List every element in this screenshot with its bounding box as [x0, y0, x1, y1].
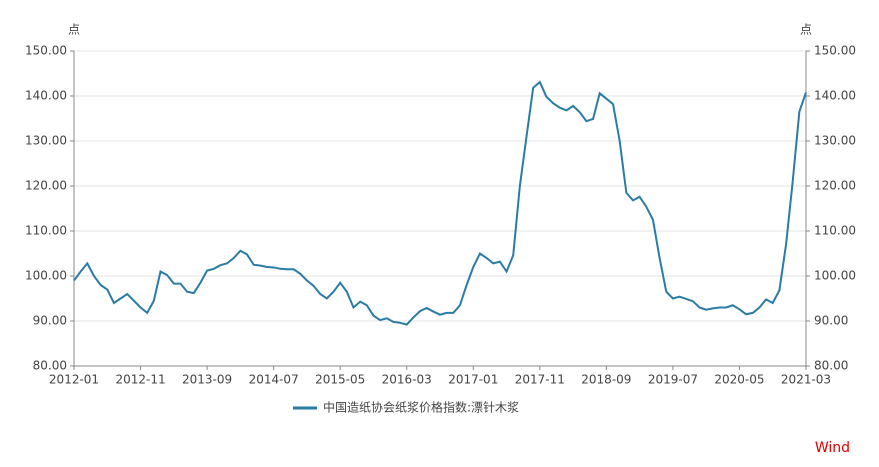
source: Wind: [815, 440, 850, 456]
y2-tick-label: 80.00: [814, 359, 848, 373]
x-tick-label: 2021-03: [781, 373, 831, 387]
y-tick-label: 100.00: [25, 269, 67, 283]
x-tick-label: 2019-07: [648, 373, 698, 387]
y-tick-label: 120.00: [25, 179, 67, 193]
y-tick-label: 140.00: [25, 89, 67, 103]
legend-label: 中国造纸协会纸浆价格指数:漂针木浆: [323, 400, 519, 415]
y-tick-label: 80.00: [33, 359, 67, 373]
y2-tick-label: 140.00: [814, 89, 856, 103]
y2-tick-label: 100.00: [814, 269, 856, 283]
x-tick-label: 2015-05: [315, 373, 365, 387]
x-tick-label: 2014-07: [249, 373, 299, 387]
y2-tick-label: 110.00: [814, 224, 856, 238]
y-unit: 点: [68, 23, 80, 37]
y2-tick-label: 130.00: [814, 134, 856, 148]
x-tick-label: 2018-09: [581, 373, 631, 387]
line-series: [73, 80, 807, 326]
x-tick-label: 2017-01: [448, 373, 498, 387]
y-tick-label: 110.00: [25, 224, 67, 238]
y2-unit: 点: [800, 23, 812, 37]
x-tick-label: 2017-11: [515, 373, 565, 387]
x-tick-label: 2012-01: [49, 373, 99, 387]
y-tick-label: 90.00: [33, 314, 67, 328]
x-tick-label: 2016-03: [382, 373, 432, 387]
x-tick-label: 2013-09: [182, 373, 232, 387]
y2-tick-label: 150.00: [814, 44, 856, 58]
y2-tick-label: 90.00: [814, 314, 848, 328]
y-tick-label: 130.00: [25, 134, 67, 148]
x-tick-label: 2020-05: [714, 373, 764, 387]
y-tick-label: 150.00: [25, 44, 67, 58]
y2-tick-label: 120.00: [814, 179, 856, 193]
x-tick-label: 2012-11: [115, 373, 165, 387]
